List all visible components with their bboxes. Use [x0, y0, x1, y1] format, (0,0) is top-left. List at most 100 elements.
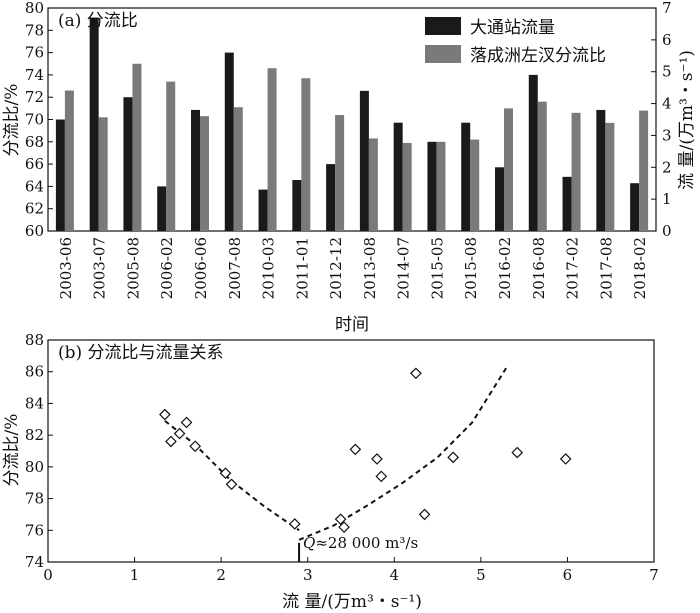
chart-a-bars [55, 17, 649, 232]
x-tick-label: 1 [130, 566, 140, 584]
x-tick-label: 2016-08 [530, 237, 548, 299]
x-tick-label: 2010-03 [260, 237, 278, 299]
chart-a-title: (a) 分流比 [58, 11, 138, 31]
x-tick-label: 2017-08 [597, 237, 615, 299]
chart-a-y-axis-label: 分流比/% [2, 84, 22, 157]
bar-flow [89, 17, 99, 231]
x-tick-label: 2 [216, 566, 226, 584]
bar-ratio [605, 122, 615, 231]
chart-b-threshold: Q≈28 000 m³/s [298, 534, 418, 562]
x-tick-label: 4 [390, 566, 400, 584]
data-point [375, 470, 388, 483]
legend-swatch-ratio [425, 45, 461, 63]
data-point [338, 521, 350, 533]
y-tick-label: 76 [25, 521, 44, 539]
chart-a-right-axis-ticks: 0 1 2 3 4 5 6 7 [651, 0, 672, 240]
bar-flow [326, 164, 336, 231]
y-tick-label: 60 [25, 222, 44, 240]
y-tick-label: 78 [25, 21, 44, 39]
data-point [225, 478, 238, 491]
data-point [511, 446, 524, 459]
data-point [165, 435, 177, 448]
chart-b-title: (b) 分流比与流量关系 [58, 343, 224, 363]
bar-flow [427, 141, 437, 231]
y-tick-label: 74 [25, 66, 44, 84]
chart-b-points [159, 367, 572, 533]
x-tick-label: 2015-05 [428, 237, 446, 299]
bar-flow [596, 109, 606, 231]
legend-label-flow: 大通站流量 [470, 18, 555, 38]
bar-flow [495, 167, 504, 231]
bar-flow [562, 176, 572, 231]
data-point [159, 408, 171, 421]
data-point [219, 467, 232, 480]
y-tick-label: 82 [25, 426, 44, 444]
chart-a-left-axis-ticks: 60 62 64 66 68 70 72 74 76 78 80 [25, 0, 53, 240]
data-point [371, 453, 383, 465]
bar-ratio [166, 81, 176, 231]
chart-b-trend-lines [164, 366, 508, 541]
y2-tick-label: 4 [662, 95, 672, 113]
data-point [180, 416, 193, 429]
x-tick-label: 2003-06 [57, 237, 75, 299]
bar-ratio [132, 63, 142, 231]
x-tick-label: 2016-02 [496, 237, 514, 299]
trend-line [298, 366, 508, 541]
threshold-label-q: Q [303, 534, 315, 552]
x-tick-label: 7 [649, 566, 659, 584]
y2-tick-label: 3 [662, 126, 672, 144]
bar-ratio [368, 138, 378, 231]
bar-ratio [571, 112, 581, 231]
data-point [173, 427, 186, 440]
bar-flow [157, 186, 167, 231]
data-point [334, 513, 347, 526]
x-tick-label: 2007-08 [226, 237, 244, 299]
bar-flow [292, 180, 302, 231]
chart-b-x-axis-ticks: 0 1 2 3 4 5 6 7 [43, 557, 659, 584]
trend-line [164, 420, 300, 532]
y-tick-label: 70 [25, 111, 44, 129]
x-tick-label: 2003-07 [91, 237, 109, 299]
bar-ratio [436, 141, 446, 231]
bar-ratio [335, 115, 345, 231]
bar-ratio [233, 107, 243, 231]
y-tick-label: 76 [25, 44, 44, 62]
y-tick-label: 84 [25, 394, 44, 412]
chart-a-x-axis-ticks: 2003-06 2003-07 2005-08 2006-02 2006-06 2007-… [57, 237, 649, 299]
x-tick-label: 2011-01 [293, 237, 311, 299]
legend-label-ratio: 落成洲左汊分流比 [470, 46, 606, 66]
x-tick-label: 2013-08 [361, 237, 379, 299]
bar-flow [393, 122, 403, 231]
bar-flow [224, 52, 234, 231]
y-tick-label: 86 [25, 363, 44, 381]
y-tick-label: 66 [25, 155, 44, 173]
legend-swatch-flow [425, 17, 461, 35]
chart-b-x-axis-label: 流 量/(万m³・s⁻¹) [282, 592, 422, 612]
data-point [349, 443, 362, 456]
threshold-label: Q≈28 000 m³/s [303, 534, 418, 552]
bar-ratio [537, 101, 547, 231]
chart-b-plot-frame [47, 339, 655, 563]
y-tick-label: 62 [25, 200, 44, 218]
bar-flow [359, 90, 369, 231]
bar-ratio [267, 68, 277, 232]
bar-ratio [504, 108, 513, 231]
x-tick-label: 5 [476, 566, 486, 584]
chart-a-legend: 大通站流量 落成洲左汊分流比 [425, 17, 606, 66]
y-tick-label: 88 [25, 331, 44, 349]
bar-ratio [402, 142, 412, 231]
bar-ratio [64, 90, 74, 231]
threshold-label-value: ≈28 000 m³/s [315, 534, 418, 552]
bar-flow [630, 183, 640, 231]
data-point [410, 367, 422, 380]
bar-ratio [200, 116, 209, 231]
y-tick-label: 68 [25, 133, 44, 151]
y2-tick-label: 1 [662, 190, 672, 208]
x-tick-label: 0 [43, 566, 53, 584]
bar-flow [258, 189, 268, 231]
y2-tick-label: 0 [662, 222, 672, 240]
y-tick-label: 80 [25, 0, 44, 17]
